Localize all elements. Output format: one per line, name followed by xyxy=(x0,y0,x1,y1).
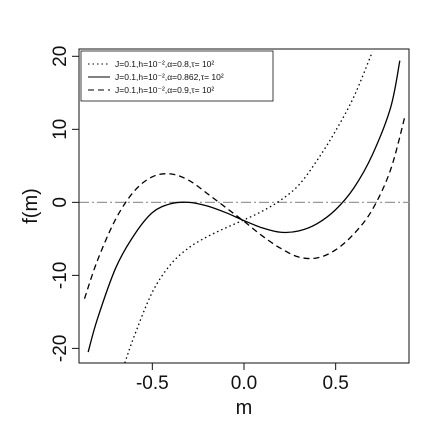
x-tick-label: 0.5 xyxy=(322,373,348,394)
y-axis: -20 -10 0 10 20 xyxy=(50,46,80,362)
x-tick-label: 0.0 xyxy=(231,373,257,394)
y-tick-label: 20 xyxy=(50,46,71,67)
x-axis-title: m xyxy=(236,397,253,419)
series-line-3 xyxy=(83,114,406,299)
series-line-1 xyxy=(124,51,373,363)
legend-label-3: J=0.1,h=10⁻²,α=0.9,τ= 10² xyxy=(115,85,214,95)
legend-label-1: J=0.1,h=10⁻²,α=0.8,τ= 10² xyxy=(115,59,214,69)
series-line-2 xyxy=(87,60,401,353)
y-tick-label: -20 xyxy=(50,335,71,362)
y-tick-label: 0 xyxy=(50,197,71,208)
x-tick-label: -0.5 xyxy=(136,373,169,394)
legend: J=0.1,h=10⁻²,α=0.8,τ= 10² J=0.1,h=10⁻²,α=… xyxy=(80,50,274,102)
legend-box xyxy=(80,50,274,102)
legend-label-2: J=0.1,h=10⁻²,α=0.862,τ= 10² xyxy=(115,72,224,82)
y-tick-label: -10 xyxy=(50,262,71,289)
y-tick-label: 10 xyxy=(50,119,71,140)
x-axis: -0.5 0.0 0.5 xyxy=(136,362,349,394)
y-axis-title: f(m) xyxy=(20,188,42,224)
series-layer xyxy=(83,51,406,363)
